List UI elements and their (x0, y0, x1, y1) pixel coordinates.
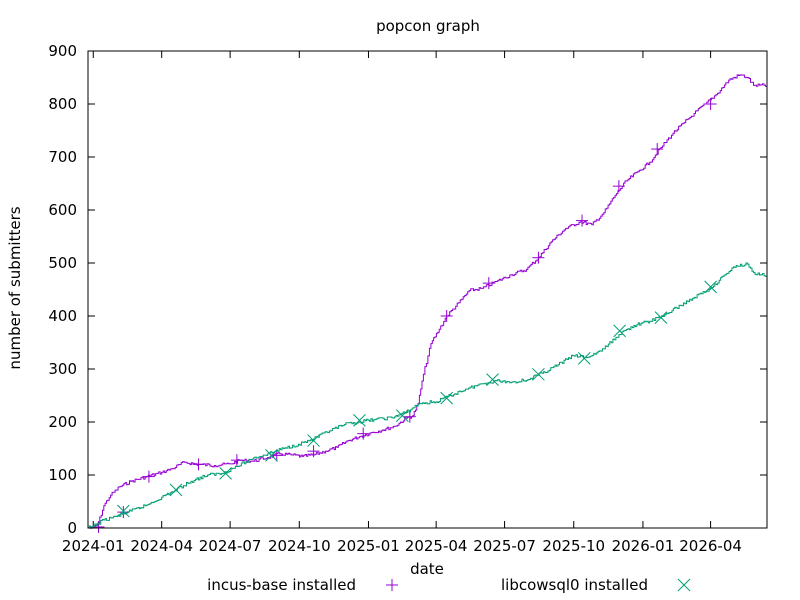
plus-data-marker (440, 310, 453, 322)
x-tick-label: 2024-10 (268, 537, 331, 555)
series-line-1 (88, 262, 768, 529)
marker-stroke (169, 483, 183, 497)
legend: incus-base installed libcowsql0 installe… (207, 576, 691, 594)
y-tick-label: 900 (48, 42, 77, 60)
marker-stroke (577, 352, 591, 365)
x-axis-label: date (410, 560, 444, 578)
plus-data-marker (482, 277, 495, 290)
cross-data-marker (577, 352, 591, 365)
x-tick-label: 2024-01 (62, 537, 125, 555)
plus-data-marker (403, 410, 416, 423)
series-line-0 (88, 74, 768, 529)
cross-data-marker (654, 311, 668, 324)
plus-data-marker (230, 454, 243, 467)
plus-data-marker (357, 427, 370, 440)
y-tick-label: 300 (48, 360, 77, 378)
y-tick-label: 600 (48, 201, 77, 219)
y-tick-label: 700 (48, 148, 77, 166)
x-axis-ticks: 2024-01 2024-04 2024-07 2024-10 2025-01 2025-… (62, 51, 742, 555)
cross-data-marker (353, 414, 366, 427)
plus-data-marker (307, 445, 320, 458)
cross-data-marker (704, 280, 717, 294)
y-axis-ticks: 0 100 200 300 400 500 600 700 800 900 (48, 42, 767, 537)
cross-data-marker (219, 467, 232, 480)
y-tick-label: 500 (48, 254, 77, 272)
x-tick-label: 2026-04 (679, 537, 742, 555)
legend-label-libcowsql0: libcowsql0 installed (501, 576, 648, 594)
y-axis-label: number of submitters (6, 206, 24, 369)
marker-stroke (532, 367, 545, 381)
plus-data-marker (651, 143, 664, 156)
legend-plus-icon (386, 579, 398, 591)
x-tick-label: 2026-01 (612, 537, 675, 555)
marker-stroke (704, 280, 717, 294)
marker-stroke (307, 434, 320, 447)
cross-data-marker (169, 483, 183, 497)
cross-data-marker (486, 373, 499, 386)
marker-stroke (265, 449, 278, 462)
legend-cross-glyph (677, 578, 691, 592)
cross-data-marker (265, 449, 278, 462)
x-tick-label: 2025-01 (337, 537, 400, 555)
x-tick-label: 2024-07 (199, 537, 262, 555)
plus-data-marker (704, 98, 717, 110)
marker-stroke (486, 373, 499, 386)
y-tick-label: 200 (48, 413, 77, 431)
plot-frame (87, 50, 768, 529)
y-tick-label: 400 (48, 307, 77, 325)
marker-stroke (353, 414, 366, 427)
x-tick-label: 2025-10 (542, 537, 605, 555)
marker-stroke (116, 504, 130, 518)
plus-data-marker (532, 251, 545, 264)
cross-data-marker (307, 434, 320, 447)
legend-plus-glyph (386, 579, 398, 591)
plus-data-marker (117, 506, 130, 519)
chart-title: popcon graph (376, 17, 480, 35)
y-tick-label: 0 (67, 519, 77, 537)
y-tick-label: 800 (48, 95, 77, 113)
legend-cross-icon (677, 578, 691, 592)
marker-stroke (677, 578, 691, 592)
marker-stroke (654, 311, 668, 324)
legend-label-incus-base: incus-base installed (207, 576, 356, 594)
x-tick-label: 2024-04 (130, 537, 193, 555)
cross-data-marker (116, 504, 130, 518)
plus-data-marker (142, 470, 155, 483)
cross-data-marker (613, 324, 626, 338)
marker-stroke (440, 391, 454, 405)
cross-data-marker (532, 367, 545, 381)
marker-stroke (219, 467, 232, 480)
marker-stroke (395, 409, 409, 422)
cross-data-marker (440, 391, 454, 405)
series-layer (88, 74, 768, 533)
y-tick-label: 100 (48, 466, 77, 484)
plus-data-marker (192, 458, 205, 471)
x-tick-label: 2025-04 (405, 537, 468, 555)
cross-data-marker (395, 409, 409, 422)
marker-stroke (613, 324, 626, 338)
plus-data-marker (612, 180, 625, 193)
x-tick-label: 2025-07 (473, 537, 536, 555)
plus-data-marker (576, 214, 589, 227)
